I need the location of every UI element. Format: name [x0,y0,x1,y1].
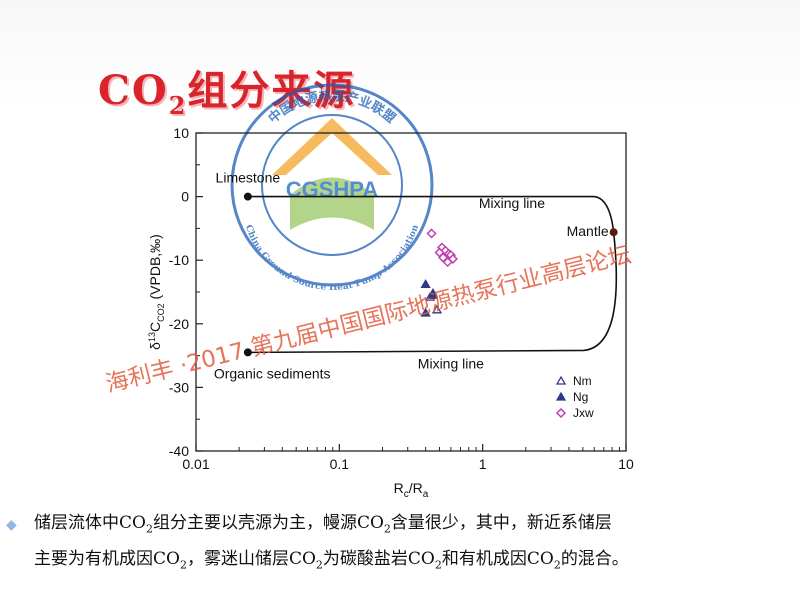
slide-title-subscript: 2 [168,91,188,120]
x-tick-label: 10 [618,456,634,472]
caption-text: 和有机成因CO [441,549,554,570]
point-ng [420,307,431,317]
point-jxw [442,257,453,268]
x-tick-label: 0.01 [182,456,209,472]
point-jxw [434,247,445,258]
caption-subscript: 2 [179,558,187,572]
point-ng [420,279,431,289]
y-tick-label: -40 [169,443,189,459]
caption-subscript: 2 [553,558,561,572]
legend-marker-jxw [555,407,567,419]
x-axis-label: Rc/Ra [394,480,429,500]
legend-label: Jxw [573,406,594,420]
chart-legend: Nm Ng Jxw [555,374,594,420]
x-tick-label: 0.1 [330,456,350,472]
data-points [420,228,458,317]
y-tick-label: -20 [169,316,189,332]
point-ng [427,289,439,299]
caption-subscript: 2 [434,558,442,572]
y-tick-label: 0 [181,189,189,205]
point-nm [431,304,443,314]
end-member-label: Limestone [216,170,281,186]
caption-text: ，雾迷山储层CO [186,549,316,570]
y-tick-label: 10 [173,125,189,141]
y-tick-label: -10 [169,252,189,268]
mixing-line-label: Mixing line [418,355,484,371]
caption-line-2: 主要为有机成因CO2，雾迷山储层CO2为碳酸盐岩CO2和有机成因CO2的混合。 [34,544,784,580]
mixing-line-upper [247,195,615,233]
svg-text:China Ground Source Heat Pump: China Ground Source Heat Pump Associatio… [243,223,421,293]
caption-line-1: 储层流体中CO2组分主要以壳源为主，幔源CO2含量很少，其中，新近系储层 [34,508,784,544]
end-member-point [243,192,252,201]
caption-text: 为碳酸盐岩CO [322,549,435,570]
y-axis-label: δ13CCO2 (VPDB,‰) [147,234,166,350]
caption-subscript: 2 [383,522,391,536]
caption-text: 主要为有机成因CO [34,549,180,570]
bullet-icon: ◆ [6,517,17,533]
legend-marker-nm [555,375,567,385]
caption-text: 储层流体中CO [34,513,146,533]
end-member-point [243,348,252,357]
point-jxw [426,228,437,239]
end-member-point [609,228,618,237]
y-tick-label: -30 [169,379,189,395]
caption: ◆ 储层流体中CO2组分主要以壳源为主，幔源CO2含量很少，其中，新近系储层 主… [6,508,784,581]
annotations: Limestone Mantle Organic sediments Mixing l… [214,170,609,382]
legend-label: Nm [573,374,592,388]
end-member-label: Mantle [567,223,609,239]
watermark-seal: CGSHPA 中国地源热泵产业联盟 China Ground Source He… [230,83,434,293]
caption-text: 含量很少，其中，新近系储层 [390,513,612,533]
point-jxw [447,253,458,264]
watermark-logo-text: CGSHPA [286,177,379,202]
mixing-line-lower [247,232,618,354]
watermark-ring-bottom: China Ground Source Heat Pump Associatio… [243,223,421,293]
legend-label: Ng [573,390,588,404]
caption-subscript: 2 [145,522,153,536]
mixing-line-label: Mixing line [479,195,545,211]
axis-ticks: 0.01 0.1 1 10 10 0 -10 -20 -30 -40 [169,125,634,472]
legend-marker-ng [555,391,567,401]
caption-subscript: 2 [315,558,323,572]
slide-title-co: CO [98,67,169,114]
x-tick-label: 1 [479,456,487,472]
caption-text: 组分主要以壳源为主，幔源CO [152,513,384,533]
end-member-label: Organic sediments [214,365,331,381]
caption-text: 的混合。 [560,549,629,570]
mixing-curve [243,192,618,357]
